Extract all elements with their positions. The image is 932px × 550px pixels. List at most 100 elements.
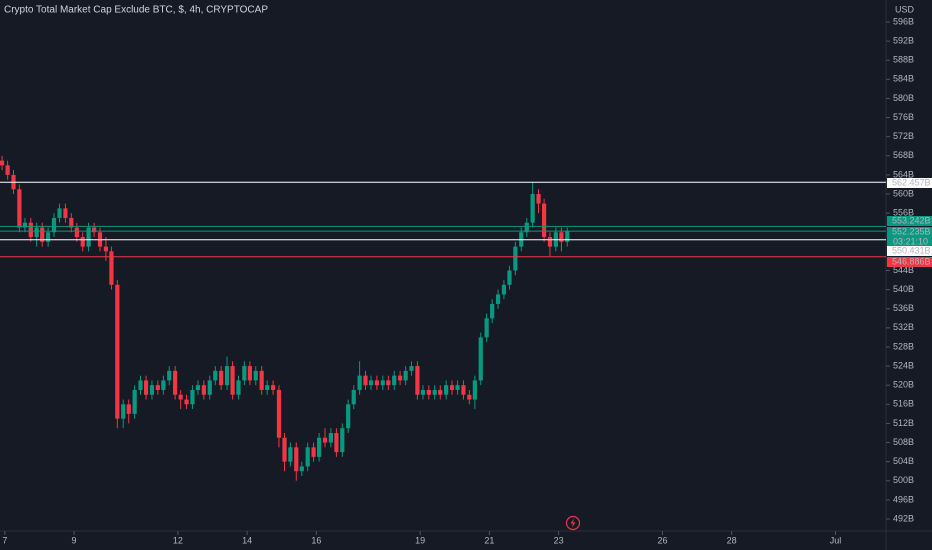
y-tick-label: 528B [893, 341, 914, 351]
candle-body [22, 222, 28, 228]
y-tick-label: 556B [893, 208, 914, 218]
x-tick-label: 12 [173, 535, 183, 545]
icon-circle [565, 515, 581, 531]
candle-body [103, 246, 109, 252]
x-tick-label: 14 [242, 535, 252, 545]
candle-body [478, 337, 483, 381]
candle-body [530, 194, 535, 223]
candle-body [115, 284, 120, 419]
y-tick-label: 568B [893, 150, 914, 160]
candle-body [51, 217, 57, 233]
candle-body [357, 375, 362, 390]
price-level-tag [887, 246, 932, 256]
candle-body [132, 389, 137, 414]
alert-icon[interactable] [565, 515, 581, 531]
candle-body [161, 380, 166, 390]
candle-body [184, 399, 189, 405]
x-tick-label: 7 [2, 535, 7, 545]
candle-body [444, 385, 449, 395]
candle-body [328, 432, 333, 443]
candle-body [363, 375, 368, 386]
candle-body [536, 194, 541, 204]
candle-body [541, 203, 547, 238]
price-level-label: 552.235B [892, 226, 931, 236]
y-tick-label: 564B [893, 169, 914, 179]
y-tick-label: 584B [893, 74, 914, 84]
candle-body [138, 380, 143, 390]
y-tick-label: 532B [893, 322, 914, 332]
y-tick-label: 544B [893, 265, 914, 275]
candle-body [420, 389, 426, 395]
candle-body [513, 246, 518, 271]
candle-body [109, 251, 114, 285]
candle-body [149, 385, 155, 395]
y-tick-label: 508B [893, 437, 914, 447]
candle-body [207, 380, 212, 395]
candle-body [270, 385, 276, 390]
candle-body [294, 447, 299, 472]
candle-body [288, 447, 293, 462]
candle-body [403, 370, 408, 381]
candle-body [398, 375, 403, 381]
y-tick-label: 588B [893, 55, 914, 65]
candle-body [242, 366, 247, 381]
plot-area [0, 155, 570, 481]
y-tick-label: 576B [893, 112, 914, 122]
candle-body [167, 370, 172, 381]
candle-body [190, 389, 195, 405]
candle-body [495, 294, 501, 304]
price-level-tag [887, 257, 932, 267]
candle-body [524, 222, 529, 233]
candle-body [501, 284, 507, 295]
price-level-tag [887, 227, 932, 247]
x-tick-label: 9 [72, 535, 77, 545]
candle-body [490, 303, 495, 319]
y-tick-label: 580B [893, 93, 914, 103]
candle-body [86, 227, 91, 247]
candle-body [57, 208, 62, 218]
candle-body [374, 380, 380, 386]
y-tick-label: 524B [893, 360, 914, 370]
x-tick-label: 21 [484, 535, 494, 545]
candle-body [230, 366, 235, 395]
candle-body [317, 437, 322, 457]
candle-body [224, 366, 230, 386]
candle-body [322, 437, 328, 443]
candle-body [265, 385, 270, 390]
candle-body [484, 318, 489, 338]
candle-body [507, 270, 512, 285]
candle-body [565, 231, 570, 242]
candle-body [547, 237, 553, 247]
candle-body [63, 208, 68, 218]
candle-body [346, 404, 351, 429]
candle-body [467, 394, 472, 400]
y-tick-label: 596B [893, 16, 914, 26]
candle-body [432, 389, 437, 395]
candle-body [5, 165, 10, 175]
price-level-tag [887, 216, 932, 226]
y-tick-label: 540B [893, 284, 914, 294]
currency-label: USD [895, 4, 915, 14]
candle-body [0, 160, 5, 166]
candle-body [201, 385, 206, 395]
price-level-label: 546.886B [892, 256, 931, 266]
candle-body [28, 222, 33, 238]
y-tick-label: 572B [893, 131, 914, 141]
candle-body [74, 227, 79, 238]
candle-body [155, 385, 160, 390]
y-tick-label: 520B [893, 380, 914, 390]
candle-body [34, 227, 39, 238]
candle-body [219, 370, 224, 386]
candle-body [299, 466, 304, 472]
candle-body [368, 380, 374, 386]
candle-body [236, 380, 241, 395]
candle-body [311, 447, 316, 457]
candle-body [17, 189, 22, 228]
x-tick-label: Jul [830, 535, 842, 545]
candle-body [195, 385, 201, 390]
y-tick-label: 516B [893, 399, 914, 409]
candle-body [92, 227, 97, 233]
candle-body [46, 232, 51, 242]
